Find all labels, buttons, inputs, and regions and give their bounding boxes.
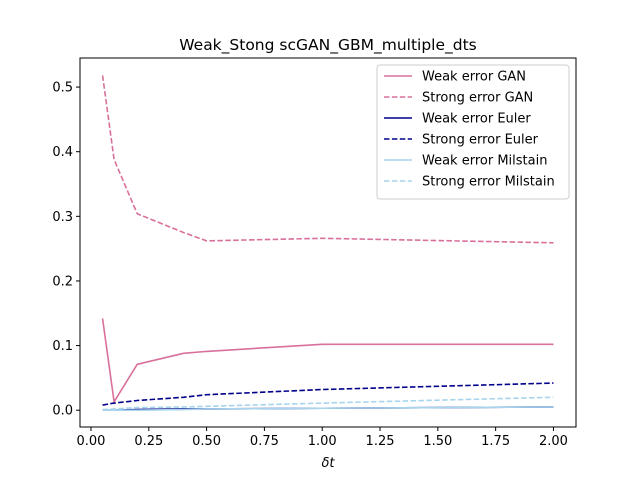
y-tick-label: 0.0 bbox=[52, 404, 73, 419]
x-tick-label: 0.00 bbox=[77, 434, 106, 449]
x-axis-label: δt bbox=[321, 456, 335, 471]
x-tick-label: 1.00 bbox=[308, 434, 337, 449]
series-line-6 bbox=[102, 396, 554, 411]
x-tick-label: 0.75 bbox=[250, 434, 279, 449]
series-line-5 bbox=[102, 406, 554, 412]
x-tick-label: 0.50 bbox=[192, 434, 221, 449]
legend-label: Weak error GAN bbox=[422, 70, 526, 85]
plot-frame bbox=[79, 57, 577, 428]
legend-label: Weak error Milstain bbox=[422, 154, 547, 169]
x-tick-label: 2.00 bbox=[539, 434, 568, 449]
series-line-2 bbox=[101, 75, 554, 244]
plot-lines bbox=[101, 75, 554, 412]
x-tick-label: 1.75 bbox=[481, 434, 510, 449]
y-axis: 0.0 0.1 0.2 0.3 0.4 0.5 bbox=[52, 81, 80, 419]
legend-label: Strong error Euler bbox=[422, 133, 539, 148]
y-tick-label: 0.1 bbox=[52, 339, 73, 354]
legend-label: Weak error Euler bbox=[422, 112, 531, 127]
legend-box bbox=[376, 64, 570, 200]
series-line-4 bbox=[102, 382, 554, 406]
x-tick-label: 0.25 bbox=[134, 434, 163, 449]
legend: Weak error GAN Strong error GAN Weak error… bbox=[376, 64, 570, 200]
x-tick-label: 1.50 bbox=[423, 434, 452, 449]
y-tick-label: 0.2 bbox=[52, 274, 73, 289]
chart-title: Weak_Stong scGAN_GBM_multiple_dts bbox=[179, 36, 477, 55]
y-tick-label: 0.4 bbox=[52, 145, 73, 160]
y-tick-label: 0.3 bbox=[52, 210, 73, 225]
legend-label: Strong error Milstain bbox=[422, 175, 555, 190]
x-tick-label: 1.25 bbox=[366, 434, 395, 449]
legend-label: Strong error GAN bbox=[422, 91, 533, 106]
series-line-1 bbox=[101, 318, 554, 403]
x-axis: 0.00 0.25 0.50 0.75 1.00 1.25 1.50 1.75 2.00 bbox=[77, 427, 568, 449]
y-tick-label: 0.5 bbox=[52, 81, 73, 96]
